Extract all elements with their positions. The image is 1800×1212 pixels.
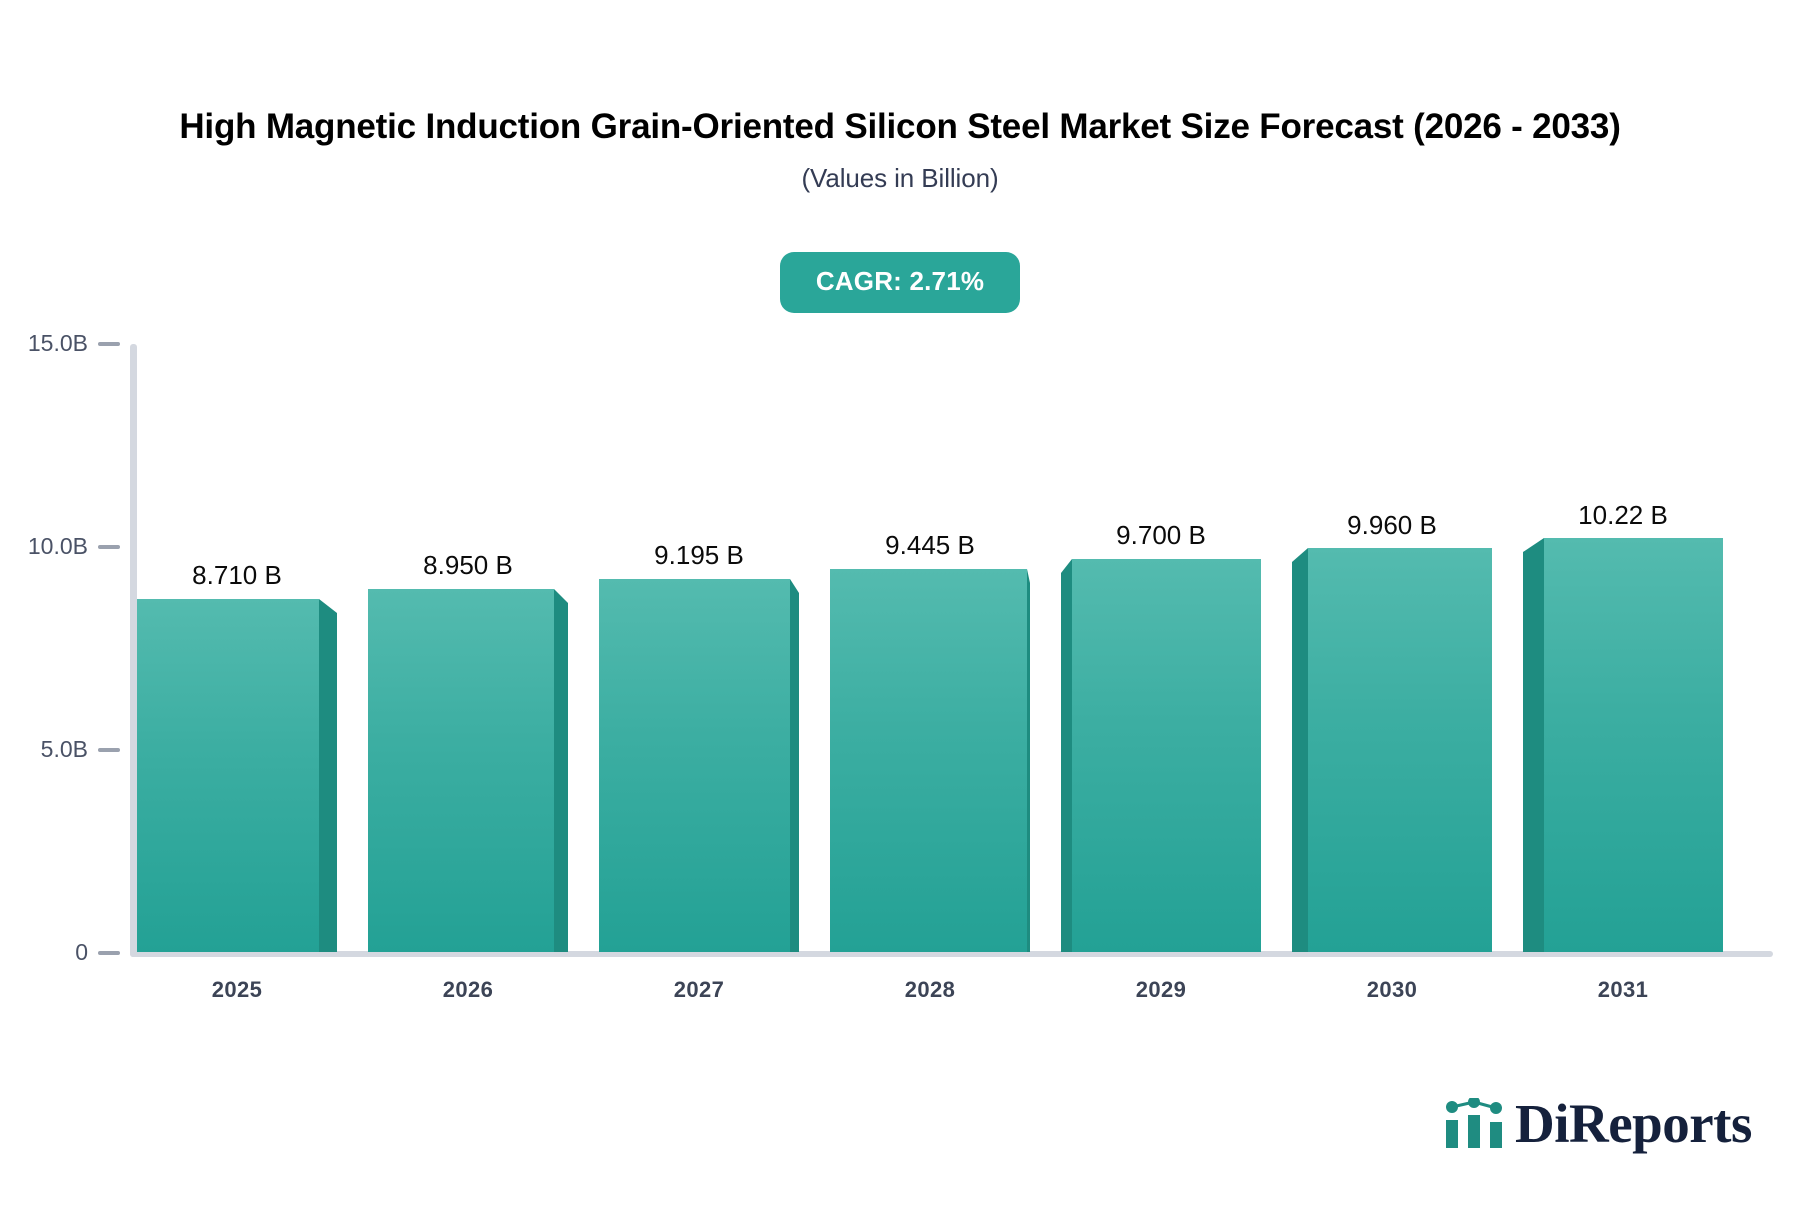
bar-slot-2031[interactable] — [1523, 344, 1723, 952]
cagr-badge-wrap: CAGR: 2.71% — [0, 252, 1800, 313]
y-tick-mark-0 — [98, 951, 120, 955]
bar-side-2027 — [790, 579, 799, 952]
bar-face-2027 — [599, 579, 790, 952]
x-tick-label-2025: 2025 — [211, 977, 263, 1002]
bar-value-2027: 9.195 B — [654, 540, 744, 570]
y-tick-mark-5 — [98, 748, 120, 752]
y-tick-label-0: 0 — [75, 939, 88, 965]
bar-side-2028 — [1027, 569, 1030, 952]
bar-face-2031 — [1544, 538, 1723, 952]
bar-2028 — [830, 569, 1030, 952]
bar-value-2030: 9.960 B — [1347, 510, 1437, 540]
y-tick-label-10: 10.0B — [27, 533, 88, 559]
bar-2031 — [1523, 538, 1723, 952]
x-tick-label-2026: 2026 — [442, 977, 494, 1002]
bar-chart-icon — [1446, 1097, 1502, 1148]
chart-subtitle: (Values in Billion) — [801, 162, 999, 193]
x-tick-label-2030: 2030 — [1366, 977, 1418, 1002]
y-tick-mark-15 — [98, 342, 120, 346]
status-badge: CAGR: 2.71% — [779, 252, 1021, 313]
bar-2029 — [1061, 559, 1261, 952]
bar-2030 — [1292, 548, 1492, 952]
chart-header: High Magnetic Induction Grain-Oriented S… — [0, 0, 1800, 194]
y-axis-line — [130, 344, 137, 957]
bar-group — [137, 344, 1773, 952]
bar-side-2030 — [1292, 548, 1308, 952]
y-tick-mark-10 — [98, 545, 120, 549]
bar-side-2025 — [319, 599, 337, 952]
bar-face-2029 — [1072, 559, 1261, 952]
y-tick-label-15: 15.0B — [27, 330, 88, 356]
bar-value-2025: 8.710 B — [192, 560, 282, 590]
bar-face-2028 — [830, 569, 1027, 952]
bar-face-2030 — [1308, 548, 1492, 952]
x-tick-label-2028: 2028 — [904, 977, 956, 1002]
bar-2026 — [368, 589, 568, 952]
bar-face-2025 — [137, 599, 319, 952]
bar-side-2031 — [1523, 538, 1544, 952]
bar-slot-2026[interactable] — [368, 344, 568, 952]
logo-text: DiReports — [1515, 1093, 1752, 1154]
bar-side-2026 — [554, 589, 568, 952]
page-title: High Magnetic Induction Grain-Oriented S… — [179, 107, 1621, 146]
bar-2027 — [599, 579, 799, 952]
x-tick-label-2031: 2031 — [1597, 977, 1649, 1002]
bar-2025 — [137, 599, 337, 952]
bar-slot-2029[interactable] — [1061, 344, 1261, 952]
bar-slot-2025[interactable] — [137, 344, 337, 952]
bar-value-2026: 8.950 B — [423, 550, 513, 580]
x-tick-label-2029: 2029 — [1135, 977, 1187, 1002]
bar-side-2029 — [1061, 559, 1072, 952]
x-tick-label-2027: 2027 — [673, 977, 725, 1002]
bar-slot-2030[interactable] — [1292, 344, 1492, 952]
bar-slot-2027[interactable] — [599, 344, 799, 952]
bar-value-2028: 9.445 B — [885, 530, 975, 560]
direports-logo: DiReports — [1443, 1096, 1752, 1151]
bar-value-2031: 10.22 B — [1578, 500, 1668, 530]
x-axis-line — [130, 951, 1773, 957]
bar-face-2026 — [368, 589, 554, 952]
bar-slot-2028[interactable] — [830, 344, 1030, 952]
y-tick-label-5: 5.0B — [40, 736, 88, 762]
bar-value-2029: 9.700 B — [1116, 520, 1206, 550]
